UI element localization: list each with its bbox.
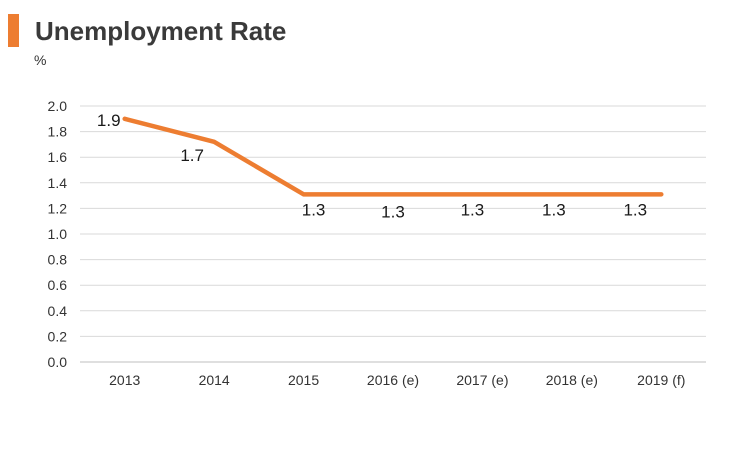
data-label: 1.3	[381, 202, 405, 221]
y-tick-label: 1.2	[48, 200, 68, 216]
x-tick-label: 2017 (e)	[456, 372, 508, 388]
x-tick-label: 2019 (f)	[637, 372, 685, 388]
y-tick-label: 0.2	[48, 328, 68, 344]
y-tick-label: 1.4	[48, 175, 68, 191]
data-labels: 1.9 1.7 1.3 1.3 1.3 1.3 1.3	[97, 111, 647, 222]
y-tick-label: 1.8	[48, 124, 68, 140]
data-label: 1.3	[461, 200, 485, 219]
y-tick-label: 0.0	[48, 354, 68, 370]
x-tick-label: 2016 (e)	[367, 372, 419, 388]
chart-title: Unemployment Rate	[35, 16, 287, 46]
y-axis-unit-label: %	[34, 52, 47, 68]
data-label: 1.3	[623, 200, 647, 219]
x-tick-label: 2013	[109, 372, 140, 388]
y-tick-label: 0.6	[48, 277, 68, 293]
data-label: 1.3	[542, 200, 566, 219]
y-tick-label: 1.6	[48, 149, 68, 165]
y-tick-label: 0.8	[48, 252, 68, 268]
y-tick-label: 2.0	[48, 98, 68, 114]
data-label: 1.7	[180, 146, 204, 165]
data-label: 1.9	[97, 111, 121, 130]
x-tick-labels: 2013 2014 2015 2016 (e) 2017 (e) 2018 (e) 2019…	[109, 372, 685, 388]
gridlines	[80, 105, 706, 363]
y-tick-label: 0.4	[48, 303, 68, 319]
title-accent-bar	[8, 14, 19, 47]
y-tick-label: 1.0	[48, 226, 68, 242]
y-tick-labels: 0.0 0.2 0.4 0.6 0.8 1.0 1.2 1.4 1.6 1.8 2.0	[48, 98, 68, 370]
x-tick-label: 2014	[199, 372, 230, 388]
x-tick-label: 2018 (e)	[546, 372, 598, 388]
series-lines	[122, 116, 664, 197]
data-label: 1.3	[302, 200, 326, 219]
x-tick-label: 2015	[288, 372, 319, 388]
